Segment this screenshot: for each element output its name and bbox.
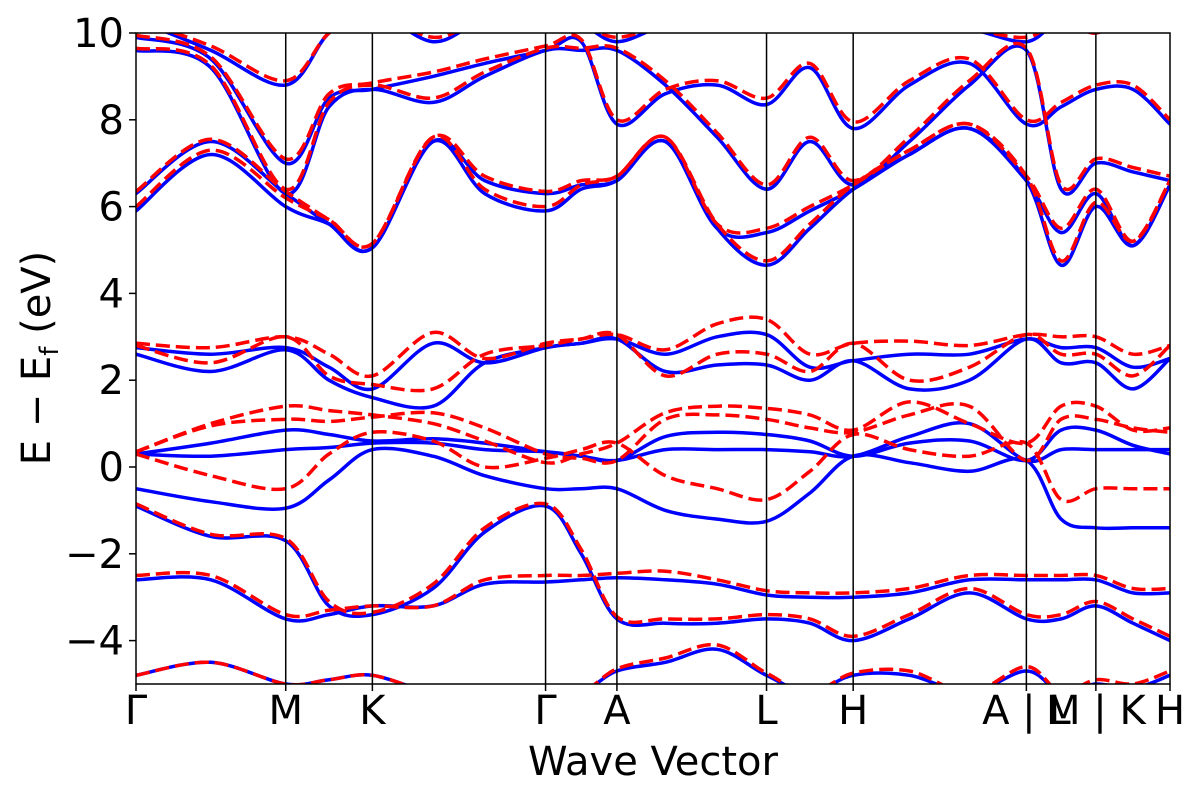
x-tick-label: A [603, 688, 631, 734]
dashed-band-4 [136, 401, 1170, 465]
y-tick-label: 4 [99, 271, 124, 317]
x-tick-label: H [1155, 688, 1185, 734]
dashed-band-11 [136, 33, 1170, 161]
y-axis-label: E − Ef (eV) [14, 251, 65, 466]
x-tick-label: H [838, 688, 868, 734]
y-axis-label-unit: (eV) [14, 251, 60, 347]
solid-band-9 [136, 126, 1170, 254]
y-tick-label: 6 [99, 185, 124, 231]
plot-frame [135, 32, 1171, 685]
y-tick-label: −4 [65, 619, 124, 665]
kpoint-lines [284, 33, 1097, 684]
dashed-band-10 [136, 41, 1170, 192]
bands-layer [136, 33, 1170, 684]
solid-band-10 [136, 44, 1170, 196]
x-tick-label: A | L [982, 688, 1071, 734]
dashed-band-9 [136, 121, 1170, 249]
solid-band-2 [136, 503, 1170, 643]
y-axis-label-subscript: f [35, 346, 65, 356]
y-tick-label: 8 [99, 98, 124, 144]
solid-band-11 [136, 35, 1170, 166]
dashed-band-0 [136, 642, 1170, 684]
dashed-band-7 [136, 315, 1170, 379]
dashed-band-2 [136, 501, 1170, 639]
y-axis-ticks: 10 8 6 4 2 0 −2 −4 [65, 11, 136, 665]
x-tick-label: M | K [1046, 688, 1147, 734]
y-tick-label: −2 [65, 532, 124, 578]
x-tick-label: Γ [125, 688, 148, 734]
x-tick-label: Γ [534, 688, 557, 734]
dashed-band-6 [136, 330, 1170, 393]
solid-band-7 [136, 330, 1170, 392]
solid-band-3 [136, 446, 1170, 531]
solid-band-12 [164, 33, 1102, 87]
y-tick-label: 10 [73, 11, 124, 57]
y-axis-label-main: E − E [14, 356, 60, 466]
x-tick-label: K [359, 688, 387, 734]
dashed-band-3 [136, 430, 1170, 504]
x-tick-label: M [268, 688, 303, 734]
y-tick-label: 0 [99, 445, 124, 491]
y-tick-label: 2 [99, 358, 124, 404]
x-axis-label: Wave Vector [528, 739, 779, 785]
x-tick-label: L [755, 688, 778, 734]
